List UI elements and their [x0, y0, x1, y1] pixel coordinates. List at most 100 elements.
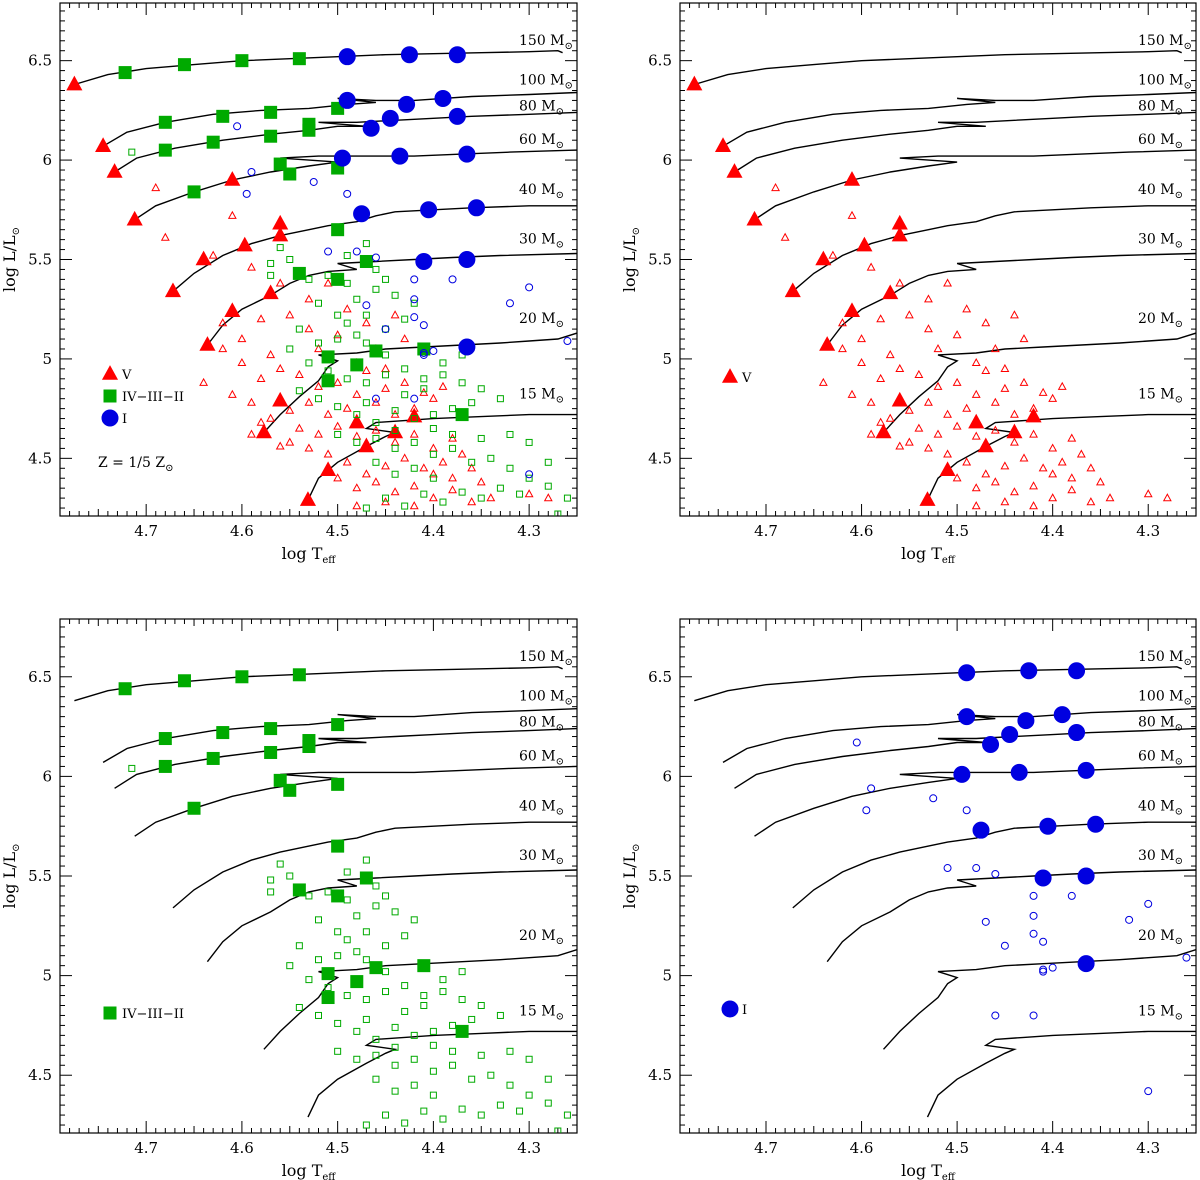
- solar-symbol: ⊙: [556, 936, 564, 947]
- observed-star-v: [218, 344, 228, 353]
- model-point-i: [953, 765, 971, 783]
- y-axis-subscript: ⊙: [11, 843, 22, 851]
- observed-star-v: [448, 485, 457, 494]
- observed-star-v: [876, 373, 886, 382]
- observed-star-iviiiii: [305, 275, 313, 283]
- observed-star-iviiiii: [439, 1115, 447, 1123]
- observed-star-v: [895, 441, 905, 450]
- observed-star-v: [1019, 453, 1029, 462]
- observed-star-v: [943, 449, 953, 458]
- observed-star-v: [352, 431, 362, 440]
- observed-star-iviiiii: [128, 148, 136, 156]
- tracks: [694, 666, 1196, 1118]
- observed-star-iviiiii: [324, 984, 332, 992]
- observed-star-iviiiii: [468, 1075, 476, 1083]
- y-tick-label: 5.5: [28, 867, 52, 885]
- observed-star-v: [294, 423, 304, 432]
- observed-star-v: [914, 423, 924, 432]
- model-point-iviiiii: [264, 722, 278, 736]
- observed-star-v: [837, 318, 847, 327]
- observed-star-iviiiii: [391, 470, 399, 478]
- y-axis-subscript: ⊙: [631, 843, 642, 851]
- observed-star-v: [342, 304, 352, 313]
- y-tick-label: 5: [662, 967, 672, 985]
- observed-star-iviiiii: [362, 399, 370, 407]
- model-point-iviiiii: [216, 109, 230, 123]
- legend-marker-i: [101, 409, 119, 427]
- x-tick-label: 4.3: [1136, 522, 1160, 540]
- observed-star-v: [866, 429, 876, 438]
- track-label-30: 30 M⊙: [1138, 232, 1183, 251]
- observed-star-v: [1048, 443, 1058, 452]
- observed-star-v: [294, 369, 304, 378]
- observed-star-i: [410, 275, 419, 284]
- observed-star-iviiiii: [544, 1075, 552, 1083]
- track-20-msun: [263, 332, 577, 433]
- observed-star-v: [381, 383, 390, 392]
- observed-star-iviiiii: [276, 860, 284, 868]
- model-point-v: [686, 75, 703, 91]
- model-point-v: [66, 75, 83, 91]
- track-label-80: 80 M⊙: [1138, 715, 1183, 734]
- observed-star-iviiiii: [372, 458, 380, 466]
- observed-star-v: [981, 318, 991, 327]
- model-point-i: [982, 736, 1000, 754]
- x-tick-label: 4.5: [326, 1139, 350, 1157]
- data-markers: [66, 46, 572, 516]
- observed-star-v: [256, 314, 266, 323]
- panel-dwarfs: 4.7 4.6 4.5 4.4 4.3 4.5 5 5.5 6 6.5 log Teff log L/…: [620, 2, 1197, 566]
- observed-star-iviiiii: [324, 271, 332, 279]
- observed-star-i: [419, 350, 428, 359]
- observed-star-v: [409, 429, 419, 438]
- observed-star-v: [448, 473, 457, 482]
- observed-star-iviiiii: [401, 982, 409, 990]
- model-point-iviiiii: [118, 66, 132, 80]
- track-label-150: 150 M⊙: [519, 649, 573, 668]
- observed-star-iviiiii: [525, 1091, 533, 1099]
- y-axis-label: log L/L⊙: [620, 227, 642, 292]
- observed-star-iviiiii: [334, 952, 342, 960]
- observed-star-v: [866, 262, 876, 271]
- model-point-v: [195, 250, 212, 266]
- model-point-v: [875, 423, 892, 439]
- track-label-150: 150 M⊙: [1138, 649, 1192, 668]
- model-point-v: [348, 413, 365, 429]
- observed-star-iviiiii: [429, 474, 437, 482]
- observed-star-v: [1143, 489, 1153, 498]
- x-tick-label: 4.7: [754, 522, 778, 540]
- observed-star-v: [275, 441, 285, 450]
- model-point-iviiiii: [158, 143, 172, 157]
- observed-star-iviiiii: [276, 244, 284, 252]
- model-point-iviiiii: [321, 350, 335, 364]
- legend-label-i: I: [122, 412, 127, 427]
- observed-star-v: [1009, 310, 1019, 319]
- model-point-v: [320, 461, 337, 477]
- track-100-msun: [722, 91, 1196, 147]
- x-tick-label: 4.5: [326, 522, 350, 540]
- model-point-iviiiii: [264, 105, 278, 119]
- observed-star-iviiiii: [295, 942, 303, 950]
- solar-symbol: ⊙: [565, 41, 573, 52]
- observed-star-v: [923, 397, 933, 406]
- model-point-iviiiii: [359, 254, 373, 268]
- observed-star-v: [1076, 449, 1086, 458]
- observed-star-iviiiii: [324, 888, 332, 896]
- model-point-iviiiii: [417, 959, 431, 973]
- observed-star-iviiiii: [391, 1061, 399, 1069]
- model-point-i: [1077, 955, 1095, 973]
- observed-star-iviiiii: [334, 1019, 342, 1027]
- model-point-iviiiii: [331, 223, 345, 237]
- observed-star-iviiiii: [382, 351, 390, 359]
- track-40-msun: [792, 821, 1196, 909]
- observed-star-iviiiii: [496, 395, 504, 403]
- observed-star-iviiiii: [391, 1043, 399, 1051]
- track-label-100: 100 M⊙: [519, 73, 573, 92]
- observed-star-iviiiii: [544, 482, 552, 490]
- observed-star-iviiiii: [449, 1021, 457, 1029]
- observed-star-v: [419, 463, 429, 472]
- legend-label-iviiiii: IV−III−II: [122, 390, 184, 405]
- observed-star-iviiiii: [525, 1055, 533, 1063]
- x-tick-label: 4.4: [421, 522, 445, 540]
- observed-star-iviiiii: [477, 434, 485, 442]
- observed-star-iviiiii: [506, 430, 514, 438]
